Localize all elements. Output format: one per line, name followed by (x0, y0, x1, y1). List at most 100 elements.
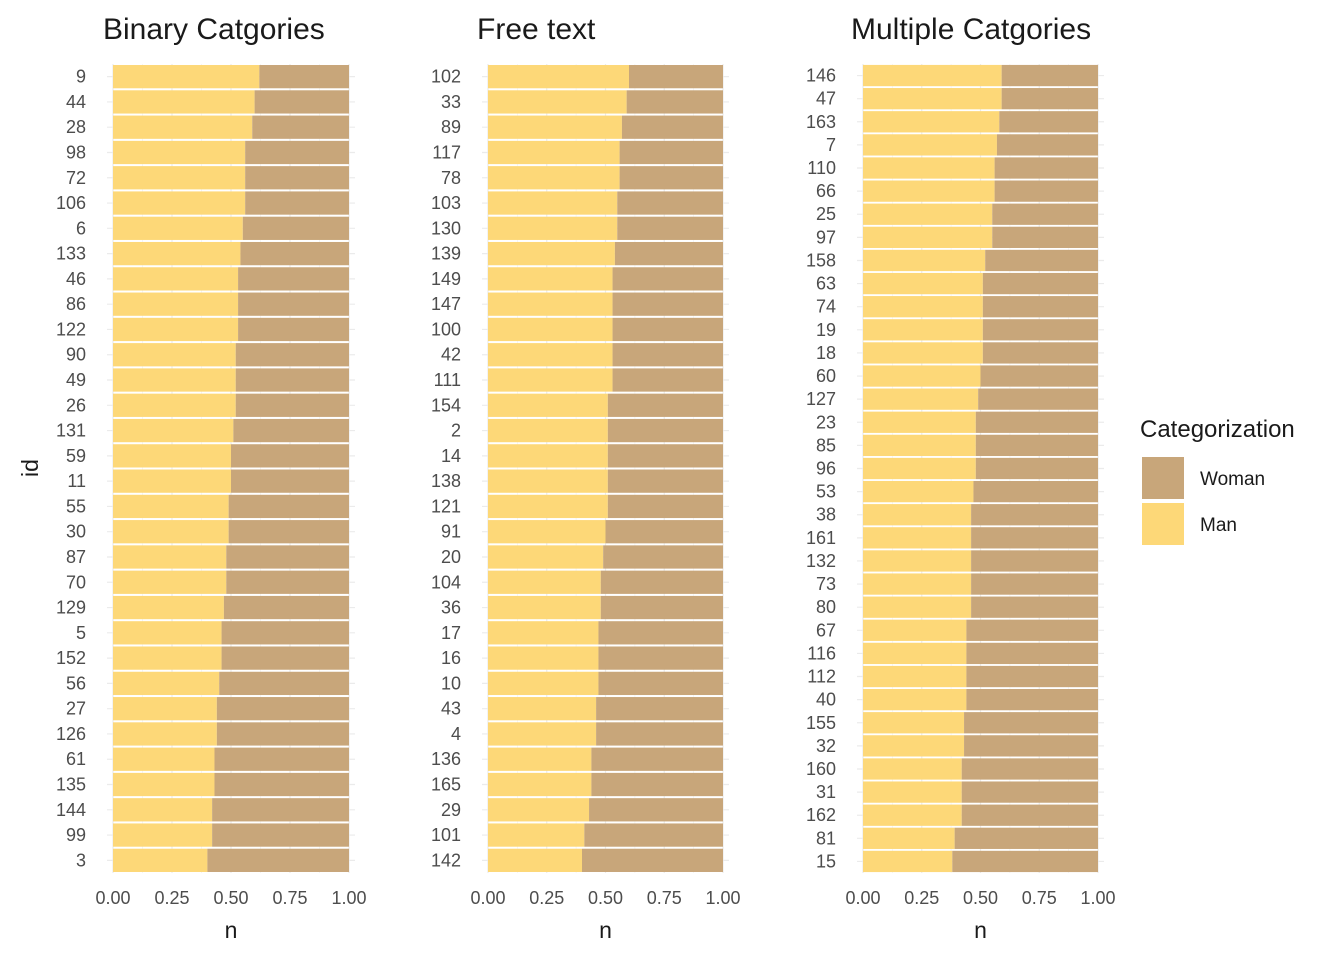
bar-man (863, 272, 983, 295)
y-tick-label: 33 (441, 92, 461, 112)
bar-man (113, 848, 208, 872)
bar-woman (596, 697, 723, 721)
bar-man (863, 134, 997, 156)
bar-woman (966, 665, 1098, 688)
bar-woman (982, 319, 1098, 341)
y-tick-label: 20 (441, 547, 461, 567)
y-tick-label: 30 (66, 522, 86, 542)
bar-woman (961, 781, 1098, 803)
y-tick-label: 17 (441, 623, 461, 643)
bar-man (863, 249, 986, 272)
bar-man (863, 550, 972, 572)
bar-woman (607, 444, 723, 468)
bar-man (863, 180, 995, 202)
y-tick-label: 80 (816, 597, 836, 617)
bar-man (863, 434, 976, 457)
legend-label-woman: Woman (1200, 469, 1265, 490)
bar-woman (591, 772, 723, 797)
bar-man (863, 689, 967, 711)
bar-man (863, 642, 967, 665)
bar-man (113, 545, 227, 569)
bar-man (488, 671, 599, 696)
bar-man (488, 646, 599, 670)
bar-man (863, 573, 972, 595)
y-tick-label: 85 (816, 435, 836, 455)
y-tick-label: 98 (66, 142, 86, 162)
bar-woman (226, 545, 349, 569)
panel-2: Free text1023389117781031301391491471004… (431, 13, 741, 943)
bar-man (113, 267, 239, 291)
bar-woman (626, 90, 723, 114)
bar-man (113, 520, 229, 544)
y-tick-label: 100 (431, 319, 461, 339)
bar-woman (985, 249, 1098, 272)
y-tick-label: 96 (816, 459, 836, 479)
y-tick-label: 87 (66, 547, 86, 567)
bar-woman (617, 191, 723, 215)
y-tick-label: 97 (816, 227, 836, 247)
y-tick-label: 55 (66, 496, 86, 516)
bar-man (113, 241, 241, 266)
bar-man (113, 343, 236, 367)
bar-woman (619, 140, 723, 165)
bar-man (488, 216, 618, 240)
x-tick-label: 1.00 (331, 888, 366, 908)
bar-woman (614, 241, 723, 266)
legend-key-man (1142, 503, 1184, 545)
bar-man (863, 319, 983, 341)
y-tick-label: 6 (76, 218, 86, 238)
legend: Categorization Woman Man (1140, 416, 1295, 545)
y-tick-label: 78 (441, 168, 461, 188)
bar-man (863, 827, 955, 849)
x-tick-label: 0.25 (904, 888, 939, 908)
bar-woman (612, 317, 723, 342)
y-tick-label: 91 (441, 522, 461, 542)
bar-man (113, 140, 246, 165)
bar-woman (982, 272, 1098, 295)
y-tick-label: 60 (816, 366, 836, 386)
bar-woman (961, 758, 1098, 780)
bar-woman (605, 520, 723, 544)
panels: Binary Catgories944289872106613346861229… (56, 13, 1116, 943)
y-tick-label: 111 (434, 370, 461, 390)
legend-key-woman (1142, 457, 1184, 499)
bar-man (863, 111, 1000, 133)
y-tick-label: 149 (431, 269, 461, 289)
bar-woman (992, 203, 1098, 225)
bar-woman (1001, 88, 1098, 110)
bar-man (488, 848, 582, 872)
bar-man (488, 444, 608, 468)
bar-woman (607, 469, 723, 493)
y-tick-label: 126 (56, 724, 86, 744)
y-tick-label: 2 (451, 421, 461, 441)
bar-woman (254, 90, 349, 114)
y-tick-label: 135 (56, 775, 86, 795)
bar-woman (221, 621, 349, 645)
x-tick-label: 0.25 (529, 888, 564, 908)
bar-man (488, 90, 627, 114)
y-tick-label: 40 (816, 690, 836, 710)
bar-man (863, 480, 974, 503)
bar-man (113, 646, 222, 670)
bar-man (863, 735, 965, 757)
bar-woman (235, 368, 349, 392)
bar-man (488, 418, 608, 443)
bar-man (488, 772, 592, 797)
bar-man (113, 317, 239, 342)
bar-woman (971, 527, 1098, 549)
y-axis-title: id (17, 459, 43, 477)
bar-woman (584, 823, 723, 847)
bar-woman (954, 827, 1098, 849)
y-tick-label: 26 (66, 395, 86, 415)
x-tick-label: 0.75 (1022, 888, 1057, 908)
y-tick-label: 144 (56, 800, 86, 820)
bar-man (113, 115, 253, 139)
y-tick-label: 101 (431, 825, 461, 845)
y-tick-label: 11 (67, 471, 86, 491)
y-tick-label: 27 (66, 699, 86, 719)
bar-man (488, 722, 597, 746)
bar-man (113, 393, 236, 417)
x-tick-label: 1.00 (1080, 888, 1115, 908)
bar-woman (223, 595, 349, 620)
bar-woman (982, 342, 1098, 364)
